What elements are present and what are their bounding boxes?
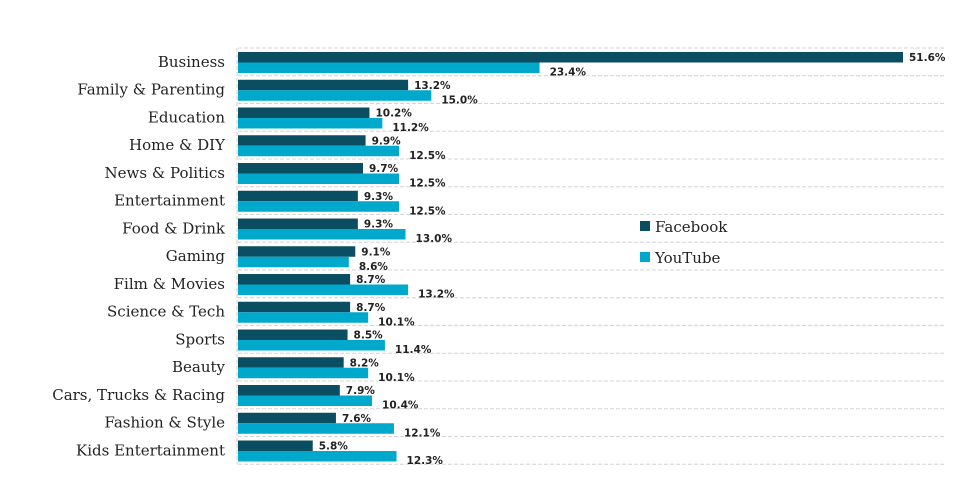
bar-youtube [238,173,400,184]
data-label: 11.4% [395,344,432,356]
category-label: Family & Parenting [77,81,225,99]
bar-youtube [238,118,383,129]
category-label: News & Politics [105,164,225,182]
bar-youtube [238,145,400,157]
category-label: Sports [175,330,225,348]
data-label: 9.9% [372,135,402,147]
category-label: Entertainment [114,192,225,210]
bar-facebook [238,440,313,451]
bar-facebook [238,135,366,146]
bar-facebook [238,301,351,313]
legend-label-facebook: Facebook [655,218,728,236]
bar-facebook [238,190,358,202]
data-label: 12.3% [407,455,444,467]
data-label: 9.1% [361,246,391,258]
category-label: Beauty [172,358,226,376]
data-label: 10.1% [378,316,415,328]
bar-facebook [238,329,348,340]
data-label: 12.5% [409,178,446,190]
data-label: 8.5% [354,330,384,342]
bar-youtube [238,90,432,101]
data-label: 13.2% [418,289,455,301]
data-label: 9.7% [369,163,399,175]
data-label: 23.4% [550,67,587,79]
data-label: 8.7% [356,274,386,286]
bar-youtube [238,395,373,406]
bar-youtube [238,201,400,212]
legend-swatch-facebook [640,221,650,231]
bar-youtube [238,451,397,462]
category-label: Film & Movies [114,275,225,293]
bar-youtube [238,367,369,379]
bar-facebook [238,218,358,229]
bar-facebook [238,246,356,257]
data-label: 7.6% [342,413,372,425]
data-label: 7.9% [346,385,376,397]
data-label: 5.8% [319,441,349,453]
category-label: Fashion & Style [104,414,225,432]
data-label: 12.5% [409,205,446,217]
category-label: Cars, Trucks & Racing [52,386,225,404]
data-label: 13.0% [416,233,453,245]
bar-facebook [238,107,370,118]
data-label: 12.5% [409,150,446,162]
category-label: Science & Tech [107,303,225,321]
data-label: 11.2% [392,122,429,134]
data-label: 13.2% [414,80,451,92]
bar-facebook [238,412,336,424]
data-label: 9.3% [364,219,394,231]
data-label: 8.2% [350,357,380,369]
data-label: 9.3% [364,191,394,203]
category-label: Home & DIY [129,136,226,154]
bar-facebook [238,79,409,91]
data-label: 8.7% [356,302,386,314]
bar-facebook [238,357,344,368]
data-label: 10.4% [382,400,419,412]
bar-youtube [238,62,540,73]
bar-youtube [238,340,385,351]
legend-swatch-youtube [640,252,650,262]
data-label: 10.1% [378,372,415,384]
bar-facebook [238,274,351,285]
bar-youtube [238,284,409,295]
bar-youtube [238,229,406,240]
bar-youtube [238,312,369,323]
bar-youtube [238,423,394,434]
category-label: Food & Drink [122,219,226,237]
legend-label-youtube: YouTube [654,249,721,267]
bar-facebook [238,385,340,396]
bar-facebook [238,163,364,174]
data-label: 10.2% [375,108,412,120]
data-label: 8.6% [359,261,389,273]
bar-facebook [238,52,903,63]
category-label: Gaming [166,247,226,265]
bar-youtube [238,256,349,268]
category-label: Business [158,53,225,71]
category-label: Kids Entertainment [76,441,225,459]
data-label: 15.0% [441,94,478,106]
data-label: 12.1% [404,427,441,439]
data-label: 51.6% [909,52,946,64]
category-label: Education [148,108,225,126]
